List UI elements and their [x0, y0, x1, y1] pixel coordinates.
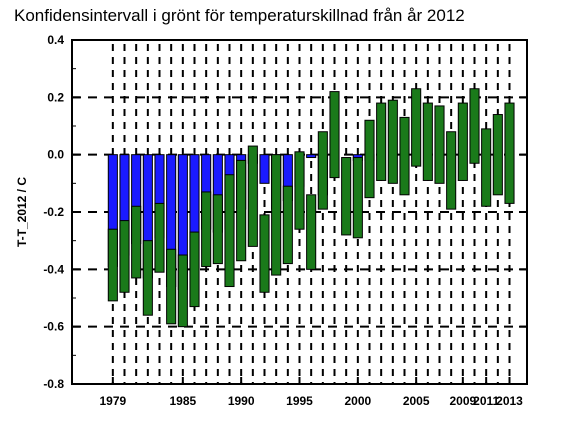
confidence-interval-bar	[492, 114, 503, 196]
y-tick-label: 0.4	[47, 33, 64, 47]
x-tick-label: 2011	[473, 394, 499, 408]
difference-bar	[259, 154, 270, 184]
y-tick-label: -0.4	[43, 262, 64, 276]
confidence-interval-bar	[282, 185, 293, 265]
confidence-interval-bar	[469, 88, 480, 164]
x-tick-label: 2005	[403, 394, 430, 408]
y-tick-label: -0.2	[43, 205, 64, 219]
bars	[107, 88, 515, 328]
y-tick-label: 0.2	[47, 90, 64, 104]
chart-title: Konfidensintervall i grönt för temperatu…	[14, 6, 465, 25]
confidence-interval-bar	[376, 102, 387, 181]
x-tick-label: 1995	[286, 394, 313, 408]
confidence-interval-bar	[317, 131, 328, 210]
confidence-interval-bar	[387, 99, 398, 184]
x-tick-label: 2009	[449, 394, 476, 408]
y-tick-label: -0.6	[43, 320, 64, 334]
confidence-interval-bar	[107, 228, 118, 302]
confidence-interval-bar	[224, 174, 235, 288]
confidence-interval-bar	[201, 191, 212, 267]
confidence-interval-bar	[399, 116, 410, 196]
confidence-interval-bar	[177, 254, 188, 328]
confidence-interval-bar	[236, 159, 247, 262]
confidence-interval-bar	[119, 220, 130, 293]
confidence-interval-bar	[457, 102, 468, 181]
confidence-interval-bar	[306, 194, 317, 270]
confidence-interval-bar	[247, 145, 258, 247]
confidence-interval-bar	[352, 157, 363, 239]
axes	[71, 39, 528, 385]
confidence-interval-bar	[131, 205, 142, 279]
difference-bar	[306, 154, 317, 159]
confidence-interval-bar	[481, 128, 492, 207]
confidence-interval-bar	[329, 91, 340, 179]
confidence-interval-bar	[166, 248, 177, 325]
confidence-interval-bar	[212, 194, 223, 265]
y-tick-label: 0.0	[47, 148, 64, 162]
x-tick-label: 1990	[228, 394, 255, 408]
tick-labels: -0.8 -0.6 -0.4 -0.2 0.0 0.2 0.4 1979 1985 1990 199…	[43, 33, 523, 408]
confidence-interval-bar	[189, 231, 200, 308]
confidence-interval-bar	[446, 131, 457, 210]
confidence-interval-bar	[142, 240, 153, 316]
x-tick-label: 1985	[169, 394, 196, 408]
confidence-interval-bar	[341, 157, 352, 236]
confidence-interval-bar	[434, 105, 445, 184]
confidence-interval-bar	[259, 214, 270, 293]
confidence-interval-bar	[154, 202, 165, 273]
confidence-interval-bar	[422, 102, 433, 181]
confidence-interval-bar	[294, 151, 305, 230]
x-tick-label: 2013	[496, 394, 523, 408]
y-axis-label: T-T_2012 / C	[15, 177, 29, 247]
x-tick-label: 2000	[344, 394, 371, 408]
confidence-interval-bar	[411, 88, 422, 167]
confidence-interval-bar	[364, 119, 375, 199]
confidence-interval-bar	[504, 102, 515, 204]
confidence-interval-bar	[271, 154, 282, 276]
x-tick-label: 1979	[99, 394, 126, 408]
y-tick-label: -0.8	[43, 377, 64, 391]
